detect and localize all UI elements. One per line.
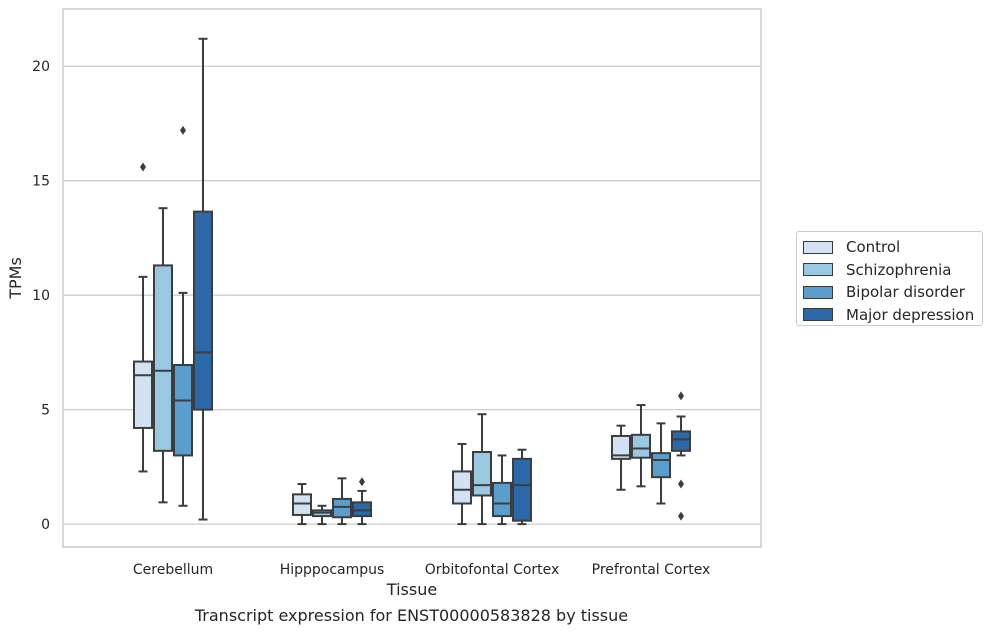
x-tick-label: Cerebellum: [133, 562, 213, 578]
legend-swatch-major-depression: [803, 308, 833, 322]
x-tick-label: Hipppocampus: [280, 562, 385, 578]
box-groups: [133, 37, 691, 526]
y-tick-labels: 0 5 10 15 20: [32, 59, 50, 533]
outlier-point: [140, 162, 146, 172]
box-3-0: [611, 424, 631, 491]
box-0-0: [133, 162, 153, 473]
legend-label-major-depression: Major depression: [846, 305, 975, 324]
box-body: [671, 430, 691, 452]
box-body: [332, 497, 352, 519]
box-body: [193, 210, 213, 411]
box-2-0: [452, 442, 472, 526]
box-body: [611, 434, 631, 460]
x-tick-label: Prefrontal Cortex: [592, 562, 711, 578]
box-1-1: [312, 504, 332, 526]
x-tick-label: Orbitofontal Cortex: [425, 562, 560, 578]
legend: Control Schizophrenia Bipolar disorder M…: [796, 231, 983, 326]
legend-item-major-depression: Major depression: [803, 304, 982, 327]
box-1-0: [292, 483, 312, 526]
x-axis-label: Tissue: [386, 580, 437, 599]
box-body: [173, 363, 193, 457]
box-body: [651, 452, 671, 479]
outlier-point: [180, 125, 186, 135]
box-1-3: [352, 477, 372, 526]
legend-label-control: Control: [846, 238, 901, 257]
box-0-1: [153, 207, 173, 504]
y-axis-label: TPMs: [6, 257, 25, 300]
box-0-2: [173, 125, 193, 507]
box-2-1: [472, 413, 492, 526]
box-body: [153, 264, 173, 452]
box-0-3: [193, 37, 213, 521]
legend-swatch-bipolar-disorder: [803, 285, 833, 299]
outlier-point: [359, 477, 365, 487]
y-tick-label: 10: [32, 288, 50, 304]
y-tick-label: 15: [32, 174, 50, 190]
y-tick-label: 0: [41, 517, 50, 533]
box-body: [492, 481, 512, 518]
chart-caption: Transcript expression for ENST0000058382…: [194, 606, 629, 625]
box-3-3: [671, 391, 691, 521]
box-body: [512, 457, 532, 522]
legend-item-control: Control: [803, 236, 982, 259]
box-3-1: [631, 404, 651, 488]
outlier-point: [678, 391, 684, 401]
box-body: [631, 433, 651, 459]
box-body: [352, 501, 372, 518]
legend-item-bipolar-disorder: Bipolar disorder: [803, 281, 982, 304]
y-tick-label: 5: [41, 403, 50, 419]
legend-swatch-control: [803, 240, 833, 254]
x-tick-labels: Cerebellum Hipppocampus Orbitofontal Corte…: [133, 562, 710, 578]
box-2-2: [492, 454, 512, 526]
y-tick-label: 20: [32, 59, 50, 75]
outlier-point: [678, 479, 684, 489]
outlier-point: [678, 511, 684, 521]
box-3-2: [651, 422, 671, 505]
box-body: [472, 450, 492, 497]
legend-item-schizophrenia: Schizophrenia: [803, 259, 982, 282]
legend-label-bipolar-disorder: Bipolar disorder: [846, 283, 965, 302]
legend-swatch-schizophrenia: [803, 263, 833, 277]
box-body: [133, 360, 153, 429]
box-body: [292, 493, 312, 516]
legend-label-schizophrenia: Schizophrenia: [846, 260, 952, 279]
box-2-3: [512, 448, 532, 526]
box-body: [452, 470, 472, 505]
box-1-2: [332, 477, 352, 526]
